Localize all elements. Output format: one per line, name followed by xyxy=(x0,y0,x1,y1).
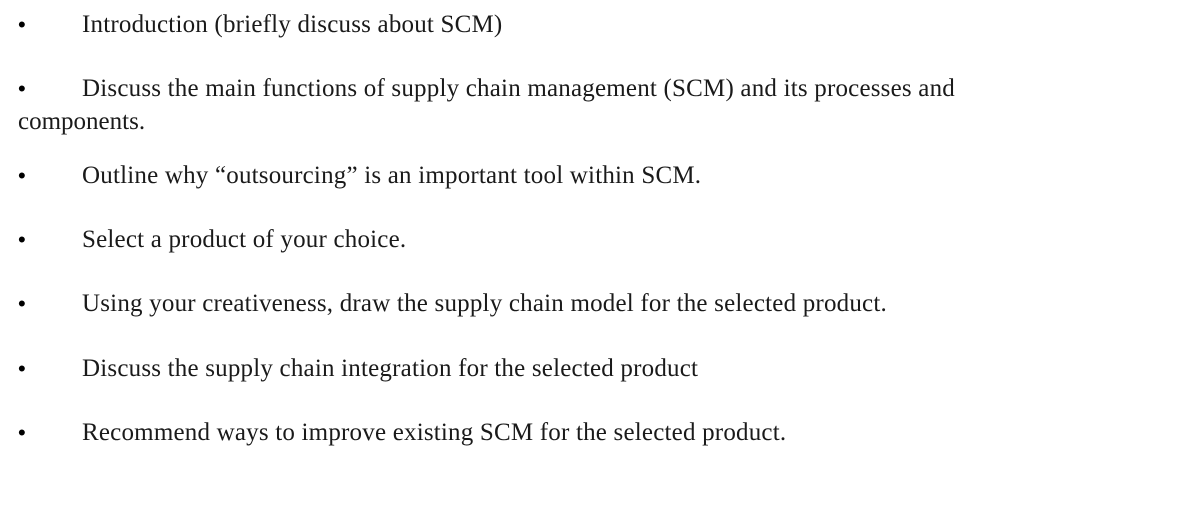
list-item: • Using your creativeness, draw the supp… xyxy=(18,291,1182,317)
list-item: • Outline why “outsourcing” is an import… xyxy=(18,163,1182,189)
list-item-text: Select a product of your choice. xyxy=(82,227,1182,253)
document-page: • Introduction (briefly discuss about SC… xyxy=(0,0,1200,446)
list-item: • Discuss the supply chain integration f… xyxy=(18,356,1182,382)
bullet-icon: • xyxy=(18,357,82,380)
list-item-text: Outline why “outsourcing” is an importan… xyxy=(82,163,1182,189)
list-item-text: Discuss the supply chain integration for… xyxy=(82,356,1182,382)
list-item: • Select a product of your choice. xyxy=(18,227,1182,253)
bullet-icon: • xyxy=(18,228,82,251)
list-item-text: Introduction (briefly discuss about SCM) xyxy=(82,12,1182,38)
list-item-text-continuation: components. xyxy=(18,109,1182,135)
bullet-icon: • xyxy=(18,292,82,315)
bullet-icon: • xyxy=(18,77,82,100)
list-item: • Discuss the main functions of supply c… xyxy=(18,76,1182,135)
list-item-text: Using your creativeness, draw the supply… xyxy=(82,291,1182,317)
list-item: • Recommend ways to improve existing SCM… xyxy=(18,420,1182,446)
list-item: • Introduction (briefly discuss about SC… xyxy=(18,12,1182,38)
bullet-icon: • xyxy=(18,164,82,187)
bullet-icon: • xyxy=(18,421,82,444)
list-item-text: Recommend ways to improve existing SCM f… xyxy=(82,420,1182,446)
list-item-text: Discuss the main functions of supply cha… xyxy=(82,76,1182,102)
bullet-icon: • xyxy=(18,13,82,36)
